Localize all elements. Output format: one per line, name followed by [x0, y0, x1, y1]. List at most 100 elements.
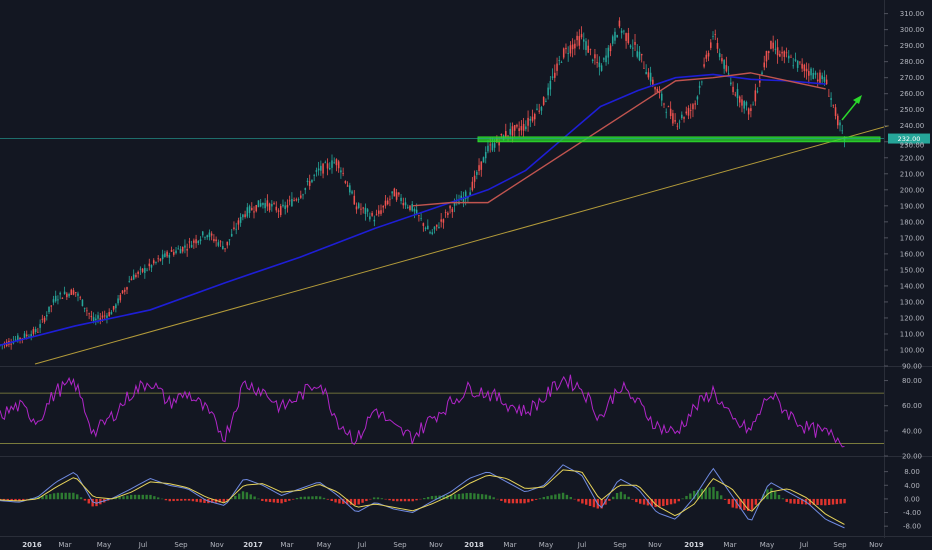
candle-body: [734, 94, 737, 96]
candle-body: [304, 188, 307, 190]
macd-histogram-bar: [2, 498, 6, 501]
candle-body: [141, 268, 144, 272]
macd-histogram-bar: [130, 494, 133, 500]
candle-body: [576, 35, 578, 41]
candle-body: [567, 53, 569, 54]
candle-body: [271, 204, 273, 207]
macd-histogram-bar: [542, 497, 545, 500]
rsi-panel[interactable]: [0, 374, 884, 448]
macd-histogram-bar: [689, 493, 692, 500]
candle-body: [712, 36, 714, 37]
macd-histogram-bar: [442, 495, 445, 500]
candle-body: [264, 203, 266, 209]
macd-histogram-bar: [322, 497, 326, 500]
candle-body: [531, 116, 534, 121]
candle-body: [273, 202, 275, 204]
macd-histogram-bar: [808, 498, 812, 505]
candle-body: [654, 87, 656, 90]
ma-short-line: [412, 72, 826, 207]
candle-body: [462, 197, 465, 203]
x-tick-label: 2017: [243, 541, 263, 549]
candle-body: [351, 191, 353, 194]
macd-histogram-bar: [531, 498, 534, 502]
candle-body: [228, 239, 231, 241]
macd-histogram-bar: [180, 498, 183, 501]
candle-body: [718, 53, 721, 58]
macd-histogram-bar: [585, 498, 588, 505]
price-panel[interactable]: [0, 17, 889, 365]
macd-histogram-bar: [816, 498, 819, 505]
macd-histogram-bar: [719, 495, 723, 500]
macd-histogram-bar: [592, 498, 596, 508]
macd-histogram-bar: [153, 496, 156, 500]
macd-histogram-bar: [554, 494, 557, 500]
macd-tick-label: 4.00: [904, 482, 920, 490]
x-tick-label: Nov: [648, 541, 662, 549]
candle-body: [139, 268, 142, 270]
x-tick-label: Sep: [833, 541, 847, 549]
candle-body: [406, 207, 409, 208]
candle-body: [701, 81, 703, 83]
annotations: [841, 95, 862, 121]
candle-body: [551, 76, 554, 78]
x-tick-label: Jul: [138, 541, 148, 549]
candle-body: [692, 104, 694, 110]
macd-histogram-bar: [523, 498, 526, 504]
candle-body: [696, 96, 699, 100]
candle-body: [224, 248, 226, 250]
candle-body: [683, 117, 685, 119]
candle-body: [242, 214, 244, 218]
candle-body: [63, 291, 66, 294]
macd-panel[interactable]: [0, 464, 846, 529]
candle-body: [346, 185, 349, 187]
macd-histogram-bar: [334, 498, 337, 503]
candle-body: [395, 192, 398, 200]
candle-body: [371, 213, 373, 216]
candle-body: [634, 41, 636, 45]
candle-body: [451, 208, 454, 212]
price-tick-label: 200.00: [900, 186, 925, 194]
x-tick-label: Sep: [174, 541, 188, 549]
candle-body: [676, 125, 679, 127]
candle-body: [302, 194, 304, 196]
candle-body: [632, 47, 634, 49]
macd-histogram-bar: [45, 494, 48, 500]
macd-histogram-bar: [665, 498, 669, 506]
candle-body: [545, 100, 547, 102]
candle-body: [536, 108, 538, 110]
candle-body: [324, 162, 327, 164]
macd-histogram-bar: [635, 498, 638, 503]
macd-histogram-bar: [457, 493, 461, 500]
candle-body: [754, 90, 757, 102]
macd-histogram-bar: [122, 496, 125, 500]
candle-body: [505, 131, 507, 138]
macd-histogram-bar: [558, 493, 561, 500]
macd-histogram-bar: [176, 498, 179, 501]
candle-body: [616, 35, 618, 38]
price-tick-label: 310.00: [900, 10, 925, 18]
candle-body: [694, 103, 696, 105]
macd-histogram-bar: [64, 492, 67, 500]
candle-body: [208, 232, 211, 238]
candle-body: [507, 135, 509, 137]
macd-histogram-bar: [704, 488, 707, 500]
candle-body: [103, 315, 106, 317]
macd-histogram-bar: [172, 498, 175, 502]
price-tick-label: 280.00: [900, 58, 925, 66]
candle-body: [46, 314, 48, 317]
candle-body: [193, 240, 195, 243]
macd-histogram-bar: [770, 488, 773, 500]
macd-histogram-bar: [519, 498, 522, 504]
candle-body: [108, 312, 110, 316]
candle-body: [155, 262, 157, 263]
candle-body: [750, 108, 752, 111]
candle-body: [402, 203, 405, 206]
macd-histogram-bar: [662, 498, 665, 506]
candle-body: [415, 209, 418, 215]
candle-body: [295, 199, 298, 201]
macd-histogram-bar: [477, 493, 480, 500]
macd-histogram-bar: [156, 497, 160, 500]
candle-body: [482, 157, 485, 163]
candle-body: [500, 133, 503, 136]
